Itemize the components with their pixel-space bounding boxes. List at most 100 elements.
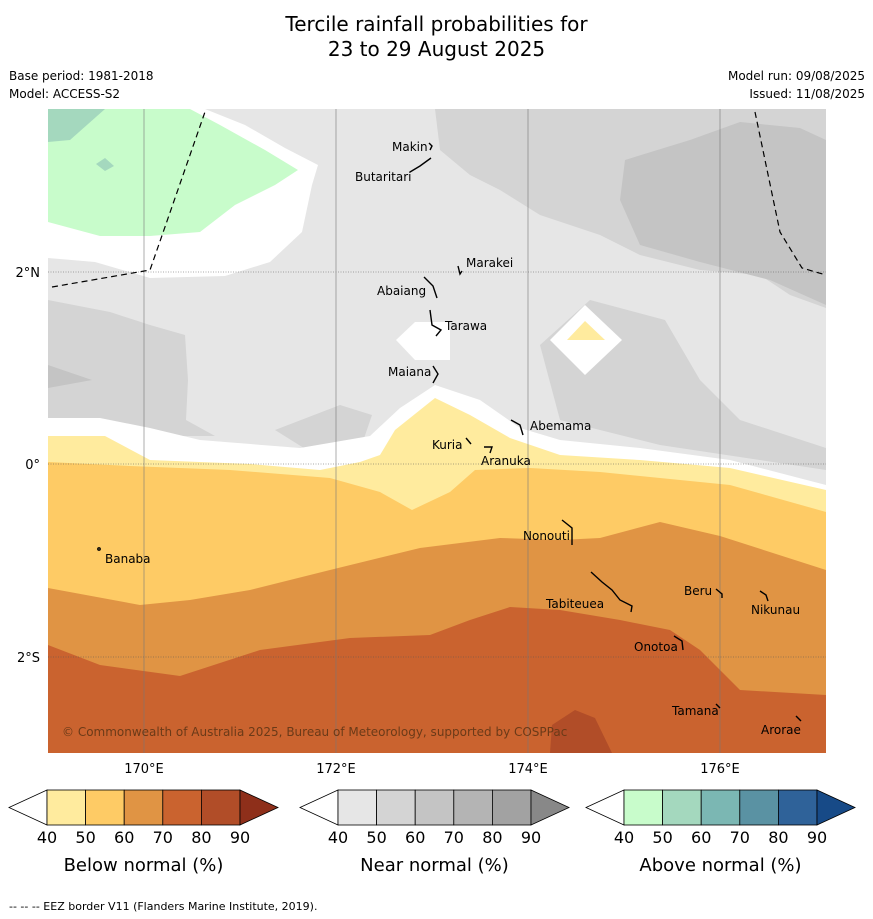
below-normal-colorbar-label: Below normal (%) <box>64 855 224 876</box>
lat-label-2n: 2°N <box>16 266 41 281</box>
island-marakei <box>457 265 463 276</box>
near-normal-colorbar-tick: 50 <box>366 828 386 847</box>
below-normal-colorbar-segment <box>85 789 125 826</box>
lat-label-equator: 0° <box>25 458 40 473</box>
eez-legend-note: -- -- -- EEZ border V11 (Flanders Marine… <box>9 900 318 913</box>
island-makin <box>428 142 433 151</box>
white-patch-tarawa <box>396 322 450 360</box>
above-normal-colorbar: 40 50 60 70 80 90 Above normal (%) <box>585 789 856 876</box>
label-abemama: Abemama <box>530 419 591 433</box>
near-normal-colorbar-segment <box>376 789 416 826</box>
above-normal-colorbar-segment <box>778 789 818 826</box>
island-beru <box>715 588 723 598</box>
near-normal-60-region-west <box>48 365 92 388</box>
above-normal-colorbar-tick: 60 <box>691 828 711 847</box>
near-normal-colorbar-segment <box>453 789 493 826</box>
below-normal-colorbar-segment <box>162 789 202 826</box>
near-normal-colorbar-segment <box>491 789 532 826</box>
label-abaiang: Abaiang <box>377 284 426 298</box>
below-normal-colorbar-segment <box>46 789 86 826</box>
below-normal-colorbar-high-extension <box>239 789 279 826</box>
below-normal-80-region <box>550 710 612 753</box>
above-normal-colorbar-low-extension <box>585 789 625 826</box>
below-normal-colorbar-tick: 80 <box>191 828 211 847</box>
above-normal-colorbar-tick: 70 <box>730 828 750 847</box>
below-normal-colorbar-low-extension <box>8 789 48 826</box>
meridians <box>143 109 721 753</box>
title-line-1: Tercile rainfall probabilities for <box>285 12 588 36</box>
label-maiana: Maiana <box>388 365 431 379</box>
above-normal-colorbar-segment <box>662 789 702 826</box>
island-nikunau <box>759 590 769 602</box>
label-nikunau: Nikunau <box>751 603 800 617</box>
lon-label-174e: 174°E <box>508 762 548 777</box>
island-tabiteuea <box>590 571 633 613</box>
below-normal-40-patch-east <box>567 321 605 340</box>
island-maiana <box>432 365 439 384</box>
label-makin: Makin <box>392 140 428 154</box>
near-normal-colorbar-tick: 90 <box>521 828 541 847</box>
issued-date: Issued: 11/08/2025 <box>749 87 865 101</box>
island-arorae <box>795 715 802 722</box>
above-normal-colorbar-tick: 90 <box>807 828 827 847</box>
below-normal-colorbar-tick: 90 <box>230 828 250 847</box>
near-normal-colorbar-tick: 70 <box>444 828 464 847</box>
below-normal-colorbar: 40 50 60 70 80 90 Below normal (%) <box>8 789 279 876</box>
island-tamana <box>715 703 721 709</box>
above-normal-colorbar-label: Above normal (%) <box>639 855 801 876</box>
below-normal-colorbar-segment <box>123 789 164 826</box>
above-normal-colorbar-segment <box>700 789 741 826</box>
above-normal-colorbar-tick: 50 <box>652 828 672 847</box>
above-normal-40-region <box>48 109 298 236</box>
above-normal-colorbar-segment <box>623 789 663 826</box>
above-normal-50-spot <box>96 158 114 171</box>
label-aranuka: Aranuka <box>481 454 531 468</box>
label-tamana: Tamana <box>671 704 719 718</box>
lon-label-170e: 170°E <box>124 762 164 777</box>
below-normal-colorbar-tick: 60 <box>114 828 134 847</box>
near-normal-60-region <box>620 122 826 305</box>
island-abemama <box>510 419 524 436</box>
lat-label-2s: 2°S <box>17 651 40 666</box>
above-normal-colorbar-high-extension <box>816 789 856 826</box>
eez-border-east <box>754 111 826 276</box>
model-name: Model: ACCESS-S2 <box>9 87 121 101</box>
lon-label-172e: 172°E <box>316 762 356 777</box>
island-onotoa <box>673 635 684 651</box>
island-butaritari <box>409 157 432 173</box>
map-title: Tercile rainfall probabilities for 23 to… <box>0 12 873 62</box>
near-normal-colorbar: 40 50 60 70 80 90 Near normal (%) <box>299 789 570 876</box>
label-marakei: Marakei <box>466 256 513 270</box>
near-normal-colorbar-tick: 80 <box>482 828 502 847</box>
above-normal-colorbar-tick: 80 <box>768 828 788 847</box>
label-banaba: Banaba <box>105 552 151 566</box>
islands <box>97 142 802 722</box>
title-line-2: 23 to 29 August 2025 <box>327 37 546 61</box>
near-normal-50-region-west <box>48 300 215 436</box>
label-tabiteuea: Tabiteuea <box>545 597 604 611</box>
label-kuria: Kuria <box>432 438 463 452</box>
model-run-date: Model run: 09/08/2025 <box>727 69 865 83</box>
near-normal-colorbar-label: Near normal (%) <box>360 855 509 876</box>
lon-label-176e: 176°E <box>700 762 740 777</box>
above-normal-50-region <box>48 109 105 142</box>
island-aranuka <box>484 446 493 454</box>
above-normal-colorbar-tick: 40 <box>614 828 634 847</box>
label-butaritari: Butaritari <box>355 170 412 184</box>
label-arorae: Arorae <box>761 723 801 737</box>
island-nonouti <box>561 519 573 545</box>
near-normal-colorbar-tick: 40 <box>328 828 348 847</box>
near-normal-colorbar-segment <box>337 789 377 826</box>
near-normal-colorbar-low-extension <box>299 789 339 826</box>
copyright-notice: © Commonwealth of Australia 2025, Bureau… <box>62 725 567 739</box>
island-tarawa <box>429 309 443 337</box>
lon-labels: 170°E 172°E 174°E 176°E <box>124 762 740 777</box>
eez-border-west <box>51 109 207 288</box>
near-normal-colorbar-segment <box>414 789 455 826</box>
colorbars: 40 50 60 70 80 90 Below normal (%) 40 50 60 70 80 90… <box>8 789 856 876</box>
below-normal-colorbar-tick: 40 <box>37 828 57 847</box>
near-normal-colorbar-tick: 60 <box>405 828 425 847</box>
island-abaiang <box>423 276 438 299</box>
label-tarawa: Tarawa <box>444 319 487 333</box>
